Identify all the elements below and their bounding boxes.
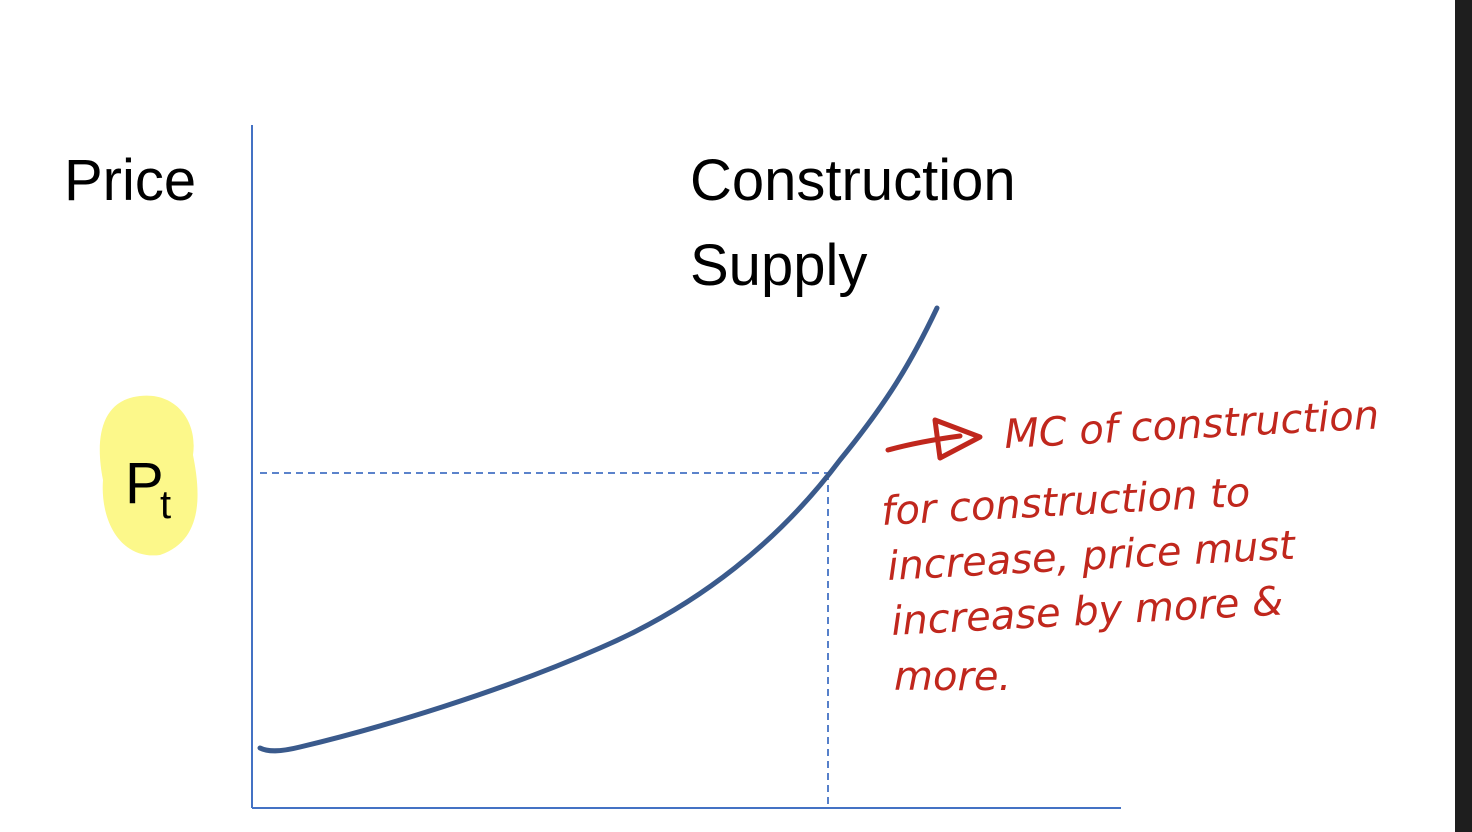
annotation-line2: for construction to [880, 470, 1251, 535]
price-marker-subscript: t [160, 483, 171, 527]
annotation-line4: increase by more & [890, 579, 1284, 645]
window-edge [1455, 0, 1472, 832]
annotation-line1: MC of construction [1003, 392, 1380, 458]
supply-curve [257, 305, 940, 754]
y-axis-label: Price [64, 148, 196, 213]
curve-label-line2: Supply [690, 233, 867, 298]
annotation-line3: increase, price must [886, 523, 1297, 590]
curve-label-line1: Construction [690, 148, 1016, 213]
annotation-line5: more. [894, 654, 1011, 700]
arrow-icon [885, 417, 983, 461]
highlight-blob [99, 395, 198, 556]
price-marker: P [125, 451, 164, 516]
